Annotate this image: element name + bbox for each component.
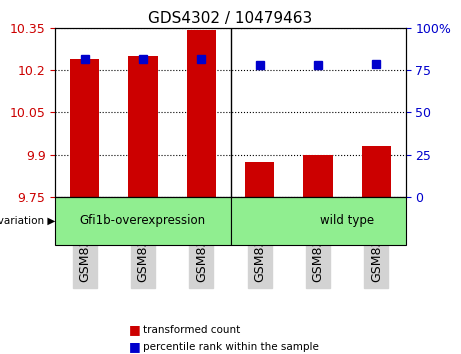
FancyBboxPatch shape xyxy=(230,196,406,245)
Text: ■: ■ xyxy=(129,341,141,353)
Text: percentile rank within the sample: percentile rank within the sample xyxy=(143,342,319,353)
Bar xyxy=(187,30,216,196)
Text: Gfi1b-overexpression: Gfi1b-overexpression xyxy=(80,214,206,227)
Bar xyxy=(362,146,391,196)
Bar xyxy=(70,59,99,196)
Text: transformed count: transformed count xyxy=(143,325,240,335)
Text: wild type: wild type xyxy=(320,214,374,227)
FancyBboxPatch shape xyxy=(55,196,230,245)
Bar xyxy=(128,56,158,196)
Bar xyxy=(245,161,274,196)
Text: genotype/variation ▶: genotype/variation ▶ xyxy=(0,216,55,226)
Title: GDS4302 / 10479463: GDS4302 / 10479463 xyxy=(148,11,313,26)
Text: ■: ■ xyxy=(129,323,141,336)
Bar xyxy=(303,155,333,196)
